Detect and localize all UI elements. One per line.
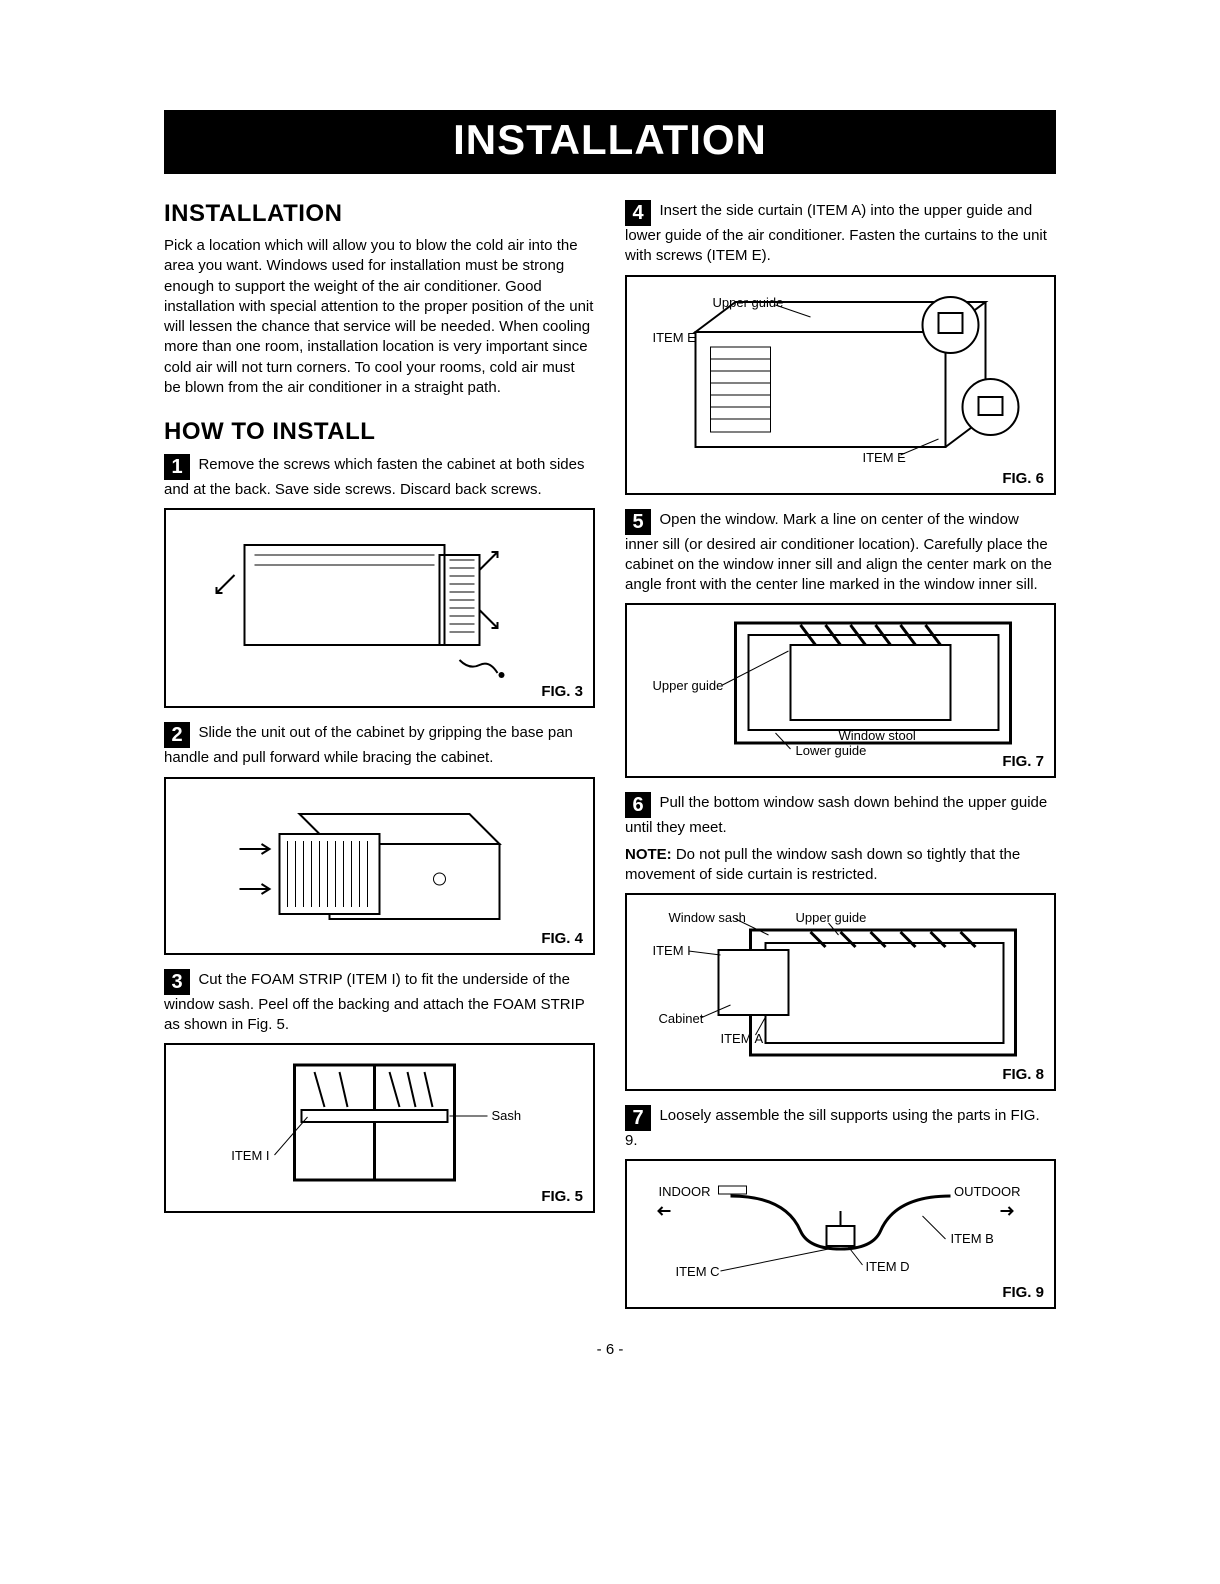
step-2-badge: 2 [164, 722, 190, 748]
right-column: 4 Insert the side curtain (ITEM A) into … [625, 200, 1056, 1323]
note-text: Do not pull the window sash down so tigh… [625, 846, 1020, 883]
fig6-illustration: Upper guide ITEM E ITEM E [637, 287, 1044, 477]
fig5-illustration: ITEM I Sash [176, 1055, 583, 1195]
step-2-text: Slide the unit out of the cabinet by gri… [164, 724, 573, 766]
fig6-label-upper-guide: Upper guide [713, 295, 784, 310]
page-number: - 6 - [164, 1341, 1056, 1358]
fig5-label-item-i: ITEM I [231, 1148, 269, 1163]
step-4-badge: 4 [625, 200, 651, 226]
fig6-label-item-e-bottom: ITEM E [863, 450, 907, 465]
figure-7: Upper guide Window stool Lower guide FIG… [625, 603, 1056, 778]
fig9-label-indoor: INDOOR [659, 1184, 711, 1199]
installation-intro: Pick a location which will allow you to … [164, 236, 595, 398]
fig5-caption: FIG. 5 [541, 1188, 583, 1205]
fig6-caption: FIG. 6 [1002, 470, 1044, 487]
step-6: 6 Pull the bottom window sash down behin… [625, 792, 1056, 838]
step-7: 7 Loosely assemble the sill supports usi… [625, 1105, 1056, 1151]
fig8-illustration: Window sash Upper guide ITEM I Cabinet I… [637, 905, 1044, 1075]
step-3-badge: 3 [164, 969, 190, 995]
figure-9: INDOOR OUTDOOR ITEM B ITEM C ITEM D FIG.… [625, 1159, 1056, 1309]
fig7-label-upper-guide: Upper guide [653, 678, 724, 693]
installation-heading: INSTALLATION [164, 200, 595, 228]
fig8-label-cabinet: Cabinet [659, 1011, 704, 1026]
fig8-label-item-i: ITEM I [653, 943, 691, 958]
fig3-caption: FIG. 3 [541, 683, 583, 700]
step-4: 4 Insert the side curtain (ITEM A) into … [625, 200, 1056, 267]
fig8-caption: FIG. 8 [1002, 1066, 1044, 1083]
figure-5: ITEM I Sash FIG. 5 [164, 1043, 595, 1213]
fig9-label-item-b: ITEM B [951, 1231, 994, 1246]
fig7-illustration: Upper guide Window stool Lower guide [637, 615, 1044, 760]
fig5-label-sash: Sash [492, 1108, 522, 1123]
fig3-illustration [176, 520, 583, 690]
fig9-label-item-c: ITEM C [676, 1264, 720, 1279]
step-6-badge: 6 [625, 792, 651, 818]
fig7-label-window-stool: Window stool [839, 728, 916, 743]
figure-8: Window sash Upper guide ITEM I Cabinet I… [625, 893, 1056, 1091]
step-5-text: Open the window. Mark a line on center o… [625, 511, 1052, 594]
note-label: NOTE: [625, 846, 672, 863]
step-5-badge: 5 [625, 509, 651, 535]
step-4-text: Insert the side curtain (ITEM A) into th… [625, 202, 1047, 264]
step-3: 3 Cut the FOAM STRIP (ITEM I) to fit the… [164, 969, 595, 1036]
step-5: 5 Open the window. Mark a line on center… [625, 509, 1056, 596]
fig9-illustration: INDOOR OUTDOOR ITEM B ITEM C ITEM D [637, 1171, 1044, 1291]
figure-3: FIG. 3 [164, 508, 595, 708]
fig6-label-item-e-top: ITEM E [653, 330, 697, 345]
banner-title: INSTALLATION [164, 110, 1056, 174]
fig9-label-item-d: ITEM D [866, 1259, 910, 1274]
fig4-caption: FIG. 4 [541, 930, 583, 947]
step-1: 1 Remove the screws which fasten the cab… [164, 454, 595, 500]
step-6-text: Pull the bottom window sash down behind … [625, 794, 1047, 836]
step-7-text: Loosely assemble the sill supports using… [625, 1107, 1040, 1149]
figure-4: FIG. 4 [164, 777, 595, 955]
fig8-label-upper-guide: Upper guide [796, 910, 867, 925]
left-column: INSTALLATION Pick a location which will … [164, 200, 595, 1323]
step-3-text: Cut the FOAM STRIP (ITEM I) to fit the u… [164, 971, 585, 1033]
howto-heading: HOW TO INSTALL [164, 418, 595, 446]
two-column-layout: INSTALLATION Pick a location which will … [164, 200, 1056, 1323]
fig8-label-window-sash: Window sash [669, 910, 746, 925]
fig7-label-lower-guide: Lower guide [796, 743, 867, 758]
step-2: 2 Slide the unit out of the cabinet by g… [164, 722, 595, 768]
step-1-text: Remove the screws which fasten the cabin… [164, 456, 585, 498]
fig7-caption: FIG. 7 [1002, 753, 1044, 770]
figure-6: Upper guide ITEM E ITEM E FIG. 6 [625, 275, 1056, 495]
fig4-illustration [176, 789, 583, 939]
step-1-badge: 1 [164, 454, 190, 480]
fig9-caption: FIG. 9 [1002, 1284, 1044, 1301]
step-7-badge: 7 [625, 1105, 651, 1131]
fig9-label-outdoor: OUTDOOR [954, 1184, 1020, 1199]
step-6-note: NOTE: Do not pull the window sash down s… [625, 845, 1056, 886]
